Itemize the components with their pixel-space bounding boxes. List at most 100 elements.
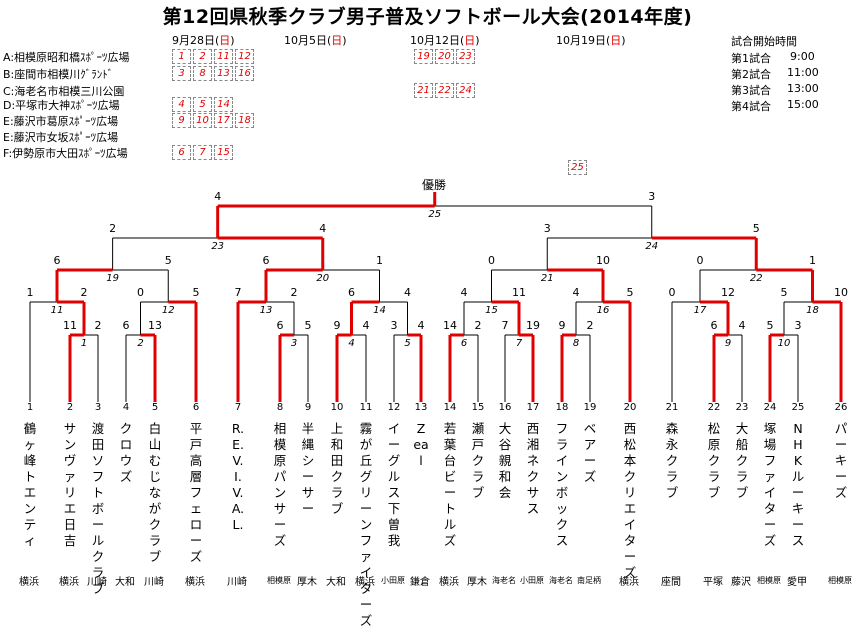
match-score: 9: [333, 319, 341, 332]
team-prefecture: 厚木: [467, 577, 487, 588]
venue-e: E:藤沢市葛原ｽﾎﾟｰﾂ広場: [3, 115, 119, 128]
team-name: NHKルーキース: [791, 421, 805, 548]
team-prefecture: 相模原: [828, 576, 852, 585]
match-score: 6: [348, 286, 355, 299]
team-number: 11: [359, 402, 373, 413]
match-number: 17: [693, 305, 707, 316]
team-name: 西松本クリエイターズ: [623, 421, 637, 580]
team-number: 8: [276, 402, 284, 413]
venue-c: C:海老名市相模三川公園: [3, 85, 125, 98]
team-prefecture: 横浜: [619, 577, 639, 588]
match-score: 10: [596, 254, 610, 267]
match-score: 1: [26, 286, 34, 299]
team-name: 鶴ヶ峰トエンティ: [23, 421, 37, 548]
team-prefecture: 厚木: [297, 577, 317, 588]
team-prefecture: 相模原: [267, 576, 291, 585]
match-score: 5: [626, 286, 634, 299]
match-score: 11: [63, 319, 77, 332]
team-name: Zeal: [413, 421, 429, 468]
team-number: 10: [330, 402, 344, 413]
team-name: 大谷親和会: [498, 421, 512, 500]
match-number: 1: [80, 338, 88, 349]
match-score: 6: [53, 254, 61, 267]
match-score: 14: [443, 319, 457, 332]
match-number: 10: [777, 338, 791, 349]
schedule-match-box: 24: [456, 83, 475, 98]
team-prefecture: 横浜: [439, 577, 459, 588]
match-score: 2: [80, 286, 88, 299]
schedule-match-box: 8: [193, 66, 212, 81]
match-number: 18: [806, 305, 819, 316]
team-number: 14: [443, 402, 457, 413]
team-number: 6: [192, 402, 200, 413]
match-score: 0: [137, 286, 144, 299]
match-score: 7: [501, 319, 509, 332]
match-score: 2: [290, 286, 298, 299]
team-name: 白山むじながクラブ: [148, 421, 162, 564]
champion-label: 優勝: [422, 178, 447, 192]
match-score: 2: [586, 319, 594, 332]
match-number: 20: [316, 273, 330, 284]
team-name: 森永クラブ: [665, 421, 679, 500]
match-score: 5: [752, 222, 760, 235]
match-score: 5: [766, 319, 774, 332]
team-number: 12: [387, 402, 401, 413]
match-score: 1: [376, 254, 383, 267]
match-score: 5: [192, 286, 200, 299]
schedule-match-box: 16: [235, 66, 254, 81]
team-prefecture: 川崎: [87, 577, 107, 588]
date-header-1: 9月28日(日): [172, 34, 235, 47]
match-score: 2: [109, 222, 117, 235]
start-time-row: 第2試合 11:00: [731, 66, 819, 81]
match-score: 2: [474, 319, 482, 332]
team-prefecture: 平塚: [703, 577, 723, 588]
match-score: 12: [721, 286, 735, 299]
team-prefecture: 小田原: [520, 576, 544, 585]
schedule-match-box: 23: [456, 49, 475, 64]
schedule-match-box: 22: [435, 83, 454, 98]
team-number: 17: [526, 402, 540, 413]
schedule-match-box: 13: [214, 66, 233, 81]
team-number: 5: [151, 402, 159, 413]
team-name: 大船クラブ: [735, 421, 749, 500]
venue-b: B:座間市相模川ｸﾞﾗﾝﾄﾞ: [3, 68, 114, 81]
team-name: イーグルス下曽我: [387, 421, 401, 548]
team-name: 渡田ソフトボールクラブ: [91, 421, 105, 596]
match-number: 19: [106, 273, 119, 284]
team-name: 平戸高層フェローズ: [189, 421, 203, 564]
team-name: 霧が丘グリーンファイターズ: [359, 421, 373, 628]
team-number: 1: [26, 402, 34, 413]
team-prefecture: 横浜: [185, 577, 205, 588]
team-prefecture: 横浜: [19, 577, 39, 588]
team-name: サンヴァリエ日吉: [63, 421, 77, 548]
schedule-match-box: 2: [193, 49, 212, 64]
match-score: 5: [780, 286, 788, 299]
team-prefecture: 相模原: [757, 576, 781, 585]
start-times-heading: 試合開始時間: [731, 35, 797, 48]
match-number: 5: [404, 338, 411, 349]
team-number: 13: [414, 402, 428, 413]
match-score: 4: [738, 319, 746, 332]
match-score: 4: [572, 286, 580, 299]
team-number: 19: [583, 402, 597, 413]
team-name: R.E.V.I.V.A.L.: [231, 421, 245, 532]
team-prefecture: 南足柄: [577, 576, 601, 585]
start-time-row: 第4試合 15:00: [731, 98, 819, 113]
match-score: 6: [262, 254, 270, 267]
team-number: 25: [791, 402, 805, 413]
team-number: 24: [763, 402, 777, 413]
match-score: 0: [668, 286, 676, 299]
team-number: 15: [471, 402, 485, 413]
team-name: 瀬戸クラブ: [471, 421, 485, 500]
match-number: 6: [460, 338, 468, 349]
schedule-match-box: 21: [414, 83, 433, 98]
start-time-row: 第3試合 13:00: [731, 82, 819, 97]
schedule-match-box: 15: [214, 145, 233, 160]
schedule-match-box: 12: [235, 49, 254, 64]
team-number: 18: [555, 402, 569, 413]
schedule-match-box: 18: [235, 113, 254, 128]
match-score: 6: [122, 319, 130, 332]
match-score: 4: [460, 286, 468, 299]
team-prefecture: 海老名: [492, 576, 516, 585]
match-score: 5: [304, 319, 312, 332]
